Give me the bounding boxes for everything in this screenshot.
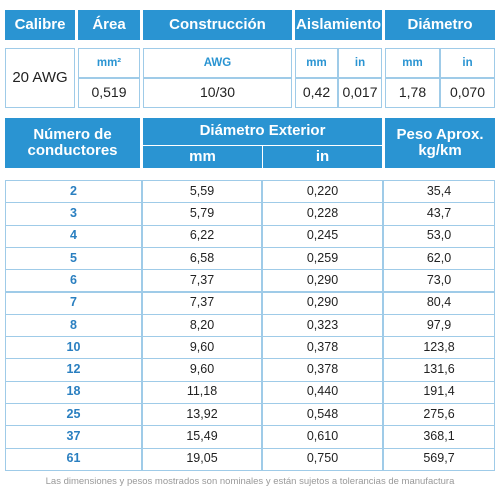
value-cell: 1,78 bbox=[385, 78, 440, 108]
value-cell: 0,42 bbox=[295, 78, 338, 108]
value-cell: 8,20 bbox=[142, 313, 262, 338]
value-cell: 131,6 bbox=[383, 358, 495, 382]
value-cell: 0,228 bbox=[262, 202, 383, 226]
gauge-cell: 20 AWG bbox=[5, 48, 75, 108]
conductor-count: 5 bbox=[5, 246, 142, 271]
value-cell: 368,1 bbox=[383, 425, 495, 449]
conductor-count: 3 bbox=[5, 202, 142, 226]
value-cell: 0,440 bbox=[262, 380, 383, 404]
conductor-count: 10 bbox=[5, 336, 142, 360]
value-cell: 0,750 bbox=[262, 447, 383, 471]
header-cell: Diámetro Exterior bbox=[143, 118, 382, 145]
value-cell: 0,259 bbox=[262, 246, 383, 271]
value-cell: 80,4 bbox=[383, 291, 495, 315]
value-cell: 0,378 bbox=[262, 336, 383, 360]
unit-cell: mm bbox=[295, 48, 338, 78]
value-cell: 15,49 bbox=[142, 425, 262, 449]
header-cell: Calibre bbox=[5, 10, 75, 40]
value-cell: 35,4 bbox=[383, 180, 495, 204]
value-cell: 53,0 bbox=[383, 224, 495, 248]
value-cell: 0,610 bbox=[262, 425, 383, 449]
header-cell: Número de conductores bbox=[5, 118, 140, 168]
conductor-count: 6 bbox=[5, 269, 142, 293]
value-cell: 0,548 bbox=[262, 403, 383, 427]
value-cell: 9,60 bbox=[142, 336, 262, 360]
conductor-count: 8 bbox=[5, 313, 142, 338]
conductor-count: 12 bbox=[5, 358, 142, 382]
value-cell: 7,37 bbox=[142, 291, 262, 315]
conductor-count: 2 bbox=[5, 180, 142, 204]
value-cell: 0,017 bbox=[338, 78, 382, 108]
value-cell: 123,8 bbox=[383, 336, 495, 360]
header-cell: Aislamiento bbox=[295, 10, 382, 40]
value-cell: 97,9 bbox=[383, 313, 495, 338]
value-cell: 13,92 bbox=[142, 403, 262, 427]
value-cell: 10/30 bbox=[143, 78, 292, 108]
unit-cell: mm² bbox=[78, 48, 140, 78]
header-cell: Construcción bbox=[143, 10, 292, 40]
conductor-count: 7 bbox=[5, 291, 142, 315]
value-cell: 73,0 bbox=[383, 269, 495, 293]
value-cell: 0,519 bbox=[78, 78, 140, 108]
conductor-count: 61 bbox=[5, 447, 142, 471]
conductor-count: 25 bbox=[5, 403, 142, 427]
value-cell: 0,323 bbox=[262, 313, 383, 338]
header-cell: Área bbox=[78, 10, 140, 40]
value-cell: 6,22 bbox=[142, 224, 262, 248]
value-cell: 6,58 bbox=[142, 246, 262, 271]
unit-cell: mm bbox=[385, 48, 440, 78]
value-cell: 9,60 bbox=[142, 358, 262, 382]
value-cell: 7,37 bbox=[142, 269, 262, 293]
header-cell: Diámetro bbox=[385, 10, 495, 40]
value-cell: 0,290 bbox=[262, 269, 383, 293]
conductor-count: 18 bbox=[5, 380, 142, 404]
value-cell: 0,290 bbox=[262, 291, 383, 315]
value-cell: 5,59 bbox=[142, 180, 262, 204]
value-cell: 191,4 bbox=[383, 380, 495, 404]
value-cell: 11,18 bbox=[142, 380, 262, 404]
subheader-cell: mm bbox=[143, 146, 262, 168]
value-cell: 0,378 bbox=[262, 358, 383, 382]
conductor-count: 4 bbox=[5, 224, 142, 248]
value-cell: 569,7 bbox=[383, 447, 495, 471]
value-cell: 43,7 bbox=[383, 202, 495, 226]
value-cell: 5,79 bbox=[142, 202, 262, 226]
header-cell: Peso Aprox. kg/km bbox=[385, 118, 495, 168]
value-cell: 0,245 bbox=[262, 224, 383, 248]
conductor-count: 37 bbox=[5, 425, 142, 449]
value-cell: 275,6 bbox=[383, 403, 495, 427]
footnote: Las dimensiones y pesos mostrados son no… bbox=[45, 476, 455, 487]
unit-cell: in bbox=[338, 48, 382, 78]
value-cell: 0,070 bbox=[440, 78, 495, 108]
value-cell: 19,05 bbox=[142, 447, 262, 471]
value-cell: 0,220 bbox=[262, 180, 383, 204]
subheader-cell: in bbox=[263, 146, 382, 168]
unit-cell: in bbox=[440, 48, 495, 78]
value-cell: 62,0 bbox=[383, 246, 495, 271]
unit-cell: AWG bbox=[143, 48, 292, 78]
